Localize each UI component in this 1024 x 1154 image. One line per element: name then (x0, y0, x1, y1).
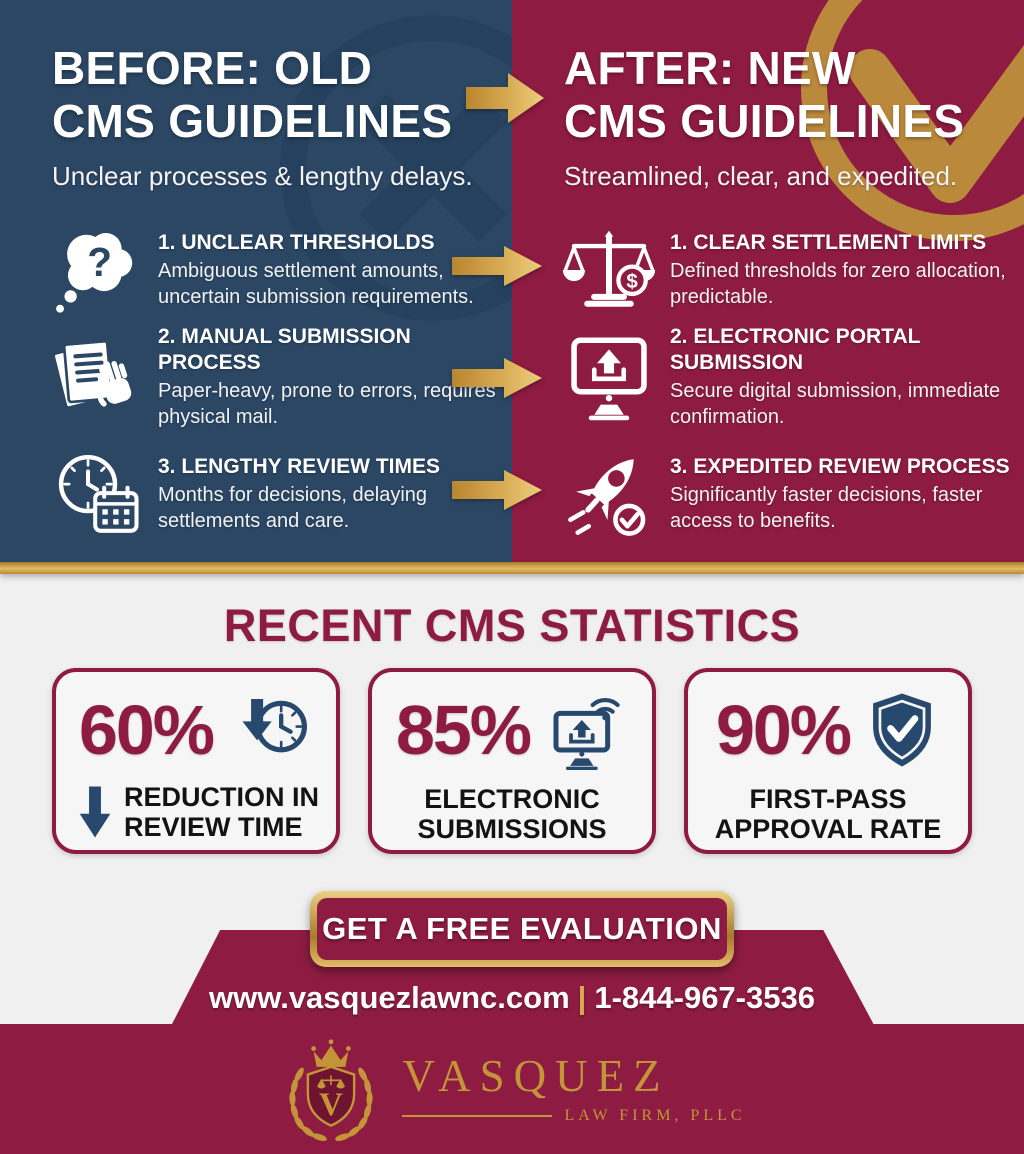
stat-card-electronic-submissions: 85% ELECTRONIC (368, 668, 656, 854)
stat-value: 60% (78, 691, 215, 769)
brand-text: VASQUEZ LAW FIRM, PLLC (402, 1050, 746, 1125)
item-body: Significantly faster decisions, faster a… (670, 484, 983, 532)
stat-value: 85% (395, 691, 532, 769)
stat-card-approval-rate: 90% FIRST-PASS APPROVAL RATE (684, 668, 972, 854)
stat-card-review-time: 60% R (52, 668, 340, 854)
stat-label: ELECTRONIC SUBMISSIONS (417, 784, 607, 845)
after-item-1: $ 1. CLEAR SETTLEMENT LIMITS Defined thr… (562, 222, 1014, 318)
after-item-3: 3. EXPEDITED REVIEW PROCESS Significantl… (562, 446, 1014, 542)
scales-dollar-icon: $ (562, 222, 656, 318)
after-subtitle: Streamlined, clear, and expedited. (564, 160, 958, 191)
item-arrow-icon (452, 470, 542, 510)
before-after-comparison: BEFORE: OLD CMS GUIDELINES Unclear proce… (0, 0, 1024, 562)
monitor-wifi-upload-icon (553, 698, 620, 770)
before-item-3: 3. LENGTHY REVIEW TIMES Months for decis… (50, 446, 502, 542)
after-item-2: 2. ELECTRONIC PORTAL SUBMISSION Secure d… (562, 324, 1014, 430)
before-panel: BEFORE: OLD CMS GUIDELINES Unclear proce… (0, 0, 512, 562)
svg-text:$: $ (626, 270, 638, 293)
after-title: AFTER: NEW CMS GUIDELINES (564, 42, 965, 147)
brand-footer: V VASQUEZ LAW FIRM, PLLC (0, 1024, 1024, 1154)
item-title: 1. UNCLEAR THRESHOLDS (158, 230, 435, 254)
svg-text:V: V (320, 1087, 344, 1123)
website-link[interactable]: www.vasquezlawnc.com (209, 980, 570, 1015)
free-evaluation-button-label: GET A FREE EVALUATION (317, 898, 727, 960)
shield-check-icon (873, 693, 931, 767)
before-title-block: BEFORE: OLD CMS GUIDELINES Unclear proce… (52, 42, 473, 192)
down-arrow-icon (79, 786, 111, 838)
stat-cards: 60% R (0, 668, 1024, 854)
item-title: 2. MANUAL SUBMISSION PROCESS (158, 325, 411, 374)
rocket-check-icon (562, 446, 656, 542)
item-title: 3. EXPEDITED REVIEW PROCESS (670, 454, 1010, 478)
before-item-2: 2. MANUAL SUBMISSION PROCESS Paper-heavy… (50, 324, 502, 430)
item-title: 3. LENGTHY REVIEW TIMES (158, 454, 440, 478)
vasquez-crest-logo: V (289, 1039, 374, 1141)
after-panel: AFTER: NEW CMS GUIDELINES Streamlined, c… (512, 0, 1024, 562)
gold-divider (0, 562, 1024, 574)
svg-text:?: ? (87, 239, 112, 285)
title-transition-arrow-icon (466, 73, 544, 123)
item-title: 1. CLEAR SETTLEMENT LIMITS (670, 230, 987, 254)
item-body: Secure digital submission, immediate con… (670, 380, 1001, 428)
stat-value: 90% (715, 691, 852, 769)
free-evaluation-button[interactable]: GET A FREE EVALUATION (310, 891, 734, 967)
before-subtitle: Unclear processes & lengthy delays. (52, 160, 473, 191)
item-arrow-icon (452, 358, 542, 398)
brand-rule (402, 1114, 553, 1117)
after-title-block: AFTER: NEW CMS GUIDELINES Streamlined, c… (564, 42, 964, 192)
statistics-section: RECENT CMS STATISTICS 60% (0, 574, 1024, 1024)
contact-separator: | (577, 980, 587, 1015)
item-body: Ambiguous settlement amounts, uncertain … (158, 260, 474, 308)
before-title: BEFORE: OLD CMS GUIDELINES (52, 42, 453, 147)
item-body: Paper-heavy, prone to errors, requires p… (158, 380, 496, 428)
item-arrow-icon (452, 246, 542, 286)
item-body: Months for decisions, delaying settlemen… (158, 484, 428, 532)
stat-label: REDUCTION IN REVIEW TIME (124, 782, 319, 843)
phone-link[interactable]: 1-844-967-3536 (594, 980, 815, 1015)
contact-line: www.vasquezlawnc.com | 1-844-967-3536 (0, 980, 1024, 1016)
paper-stack-hand-icon (50, 329, 144, 425)
item-body: Defined thresholds for zero allocation, … (670, 260, 1006, 308)
brand-name: VASQUEZ (402, 1050, 670, 1101)
item-title: 2. ELECTRONIC PORTAL SUBMISSION (670, 325, 921, 374)
brand-tagline: LAW FIRM, PLLC (564, 1106, 746, 1124)
clock-reduction-icon (242, 699, 308, 753)
stat-label: FIRST-PASS APPROVAL RATE (714, 784, 942, 845)
monitor-upload-icon (562, 329, 656, 425)
before-item-1: ? 1. UNCLEAR THRESHOLDS Ambiguous settle… (50, 222, 502, 318)
thought-question-icon: ? (50, 222, 144, 318)
clock-calendar-icon (50, 446, 144, 542)
stats-heading: RECENT CMS STATISTICS (223, 600, 801, 651)
